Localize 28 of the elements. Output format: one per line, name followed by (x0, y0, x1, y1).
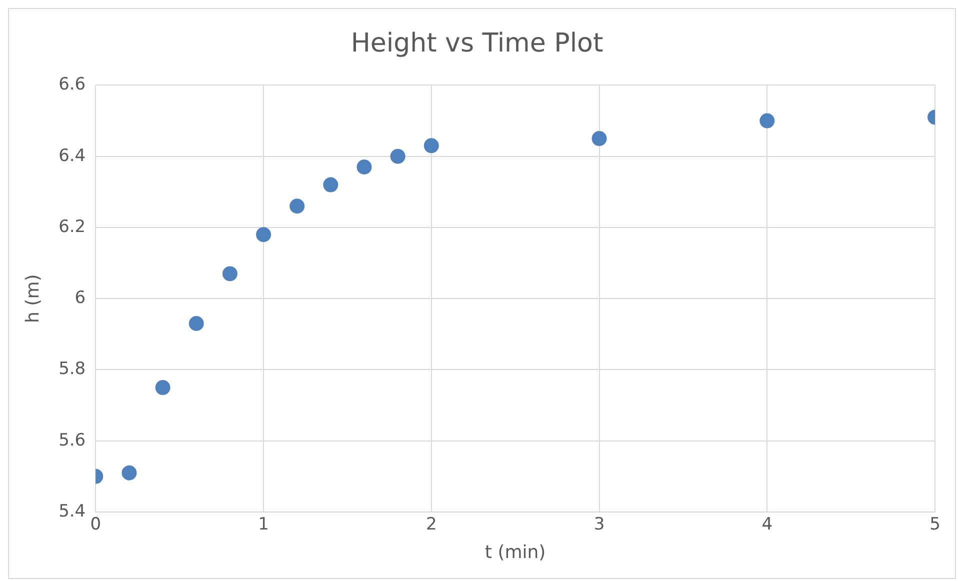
point (256, 227, 272, 242)
y-tick-label: 6 (74, 288, 86, 308)
point (155, 380, 170, 396)
point (592, 131, 607, 146)
point (356, 160, 372, 175)
point (424, 138, 439, 154)
y-tick-label: 5.6 (58, 430, 86, 450)
point (122, 465, 137, 480)
y-axis-title: h (m) (22, 274, 44, 323)
y-tick-label: 6.6 (58, 74, 86, 95)
x-axis-title: t (min) (484, 542, 546, 563)
chart-title: Height vs Time Plot (350, 28, 604, 58)
point (323, 177, 338, 192)
y-tick-label: 5.4 (58, 501, 86, 522)
x-tick-label: 1 (258, 514, 269, 535)
x-tick-label: 2 (426, 514, 437, 535)
point (760, 113, 775, 128)
x-tick-label: 3 (594, 514, 605, 535)
x-tick-label: 4 (762, 514, 773, 535)
y-tick-label: 6.4 (58, 146, 86, 166)
point (188, 316, 204, 331)
point (390, 148, 406, 164)
y-tick-label: 5.8 (58, 359, 86, 380)
point (222, 266, 238, 282)
point (290, 198, 305, 214)
x-tick-label: 0 (90, 514, 102, 535)
y-tick-label: 6.2 (58, 216, 86, 237)
x-tick-label: 5 (930, 514, 940, 535)
